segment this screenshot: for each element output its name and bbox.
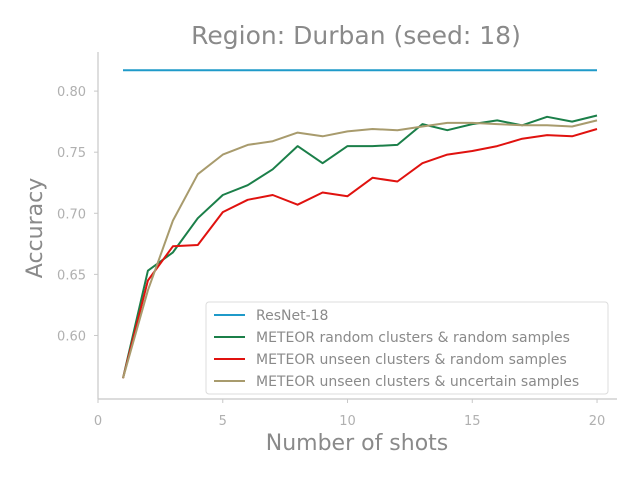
chart-title: Region: Durban (seed: 18): [191, 21, 521, 50]
x-tick-label: 15: [464, 414, 481, 429]
y-tick-label: 0.75: [57, 146, 86, 161]
legend-label: ResNet-18: [256, 308, 328, 324]
x-tick-label: 20: [589, 414, 606, 429]
legend-items: ResNet-18 METEOR random clusters & random…: [214, 308, 579, 390]
y-tick-label: 0.65: [57, 268, 86, 283]
y-tick-label: 0.70: [57, 207, 86, 222]
legend: ResNet-18 METEOR random clusters & random…: [205, 301, 609, 395]
x-tick-label: 5: [219, 414, 227, 429]
x-ticks: 0 5 10 15 20: [94, 399, 605, 429]
series-line-3: [122, 119, 598, 379]
y-axis-label: Accuracy: [23, 178, 48, 278]
x-tick-label: 10: [339, 414, 356, 429]
series-line-2: [122, 128, 598, 379]
y-tick-label: 0.80: [57, 85, 86, 100]
y-ticks: 0.60 0.65 0.70 0.75 0.80: [57, 85, 98, 344]
legend-label: METEOR unseen clusters & uncertain sampl…: [256, 374, 579, 390]
legend-label: METEOR random clusters & random samples: [256, 330, 570, 346]
legend-box: [205, 301, 609, 395]
x-tick-label: 0: [94, 414, 102, 429]
legend-label: METEOR unseen clusters & random samples: [256, 352, 567, 368]
x-axis-label: Number of shots: [266, 431, 449, 456]
plot-area: [122, 69, 598, 379]
y-tick-label: 0.60: [57, 329, 86, 344]
